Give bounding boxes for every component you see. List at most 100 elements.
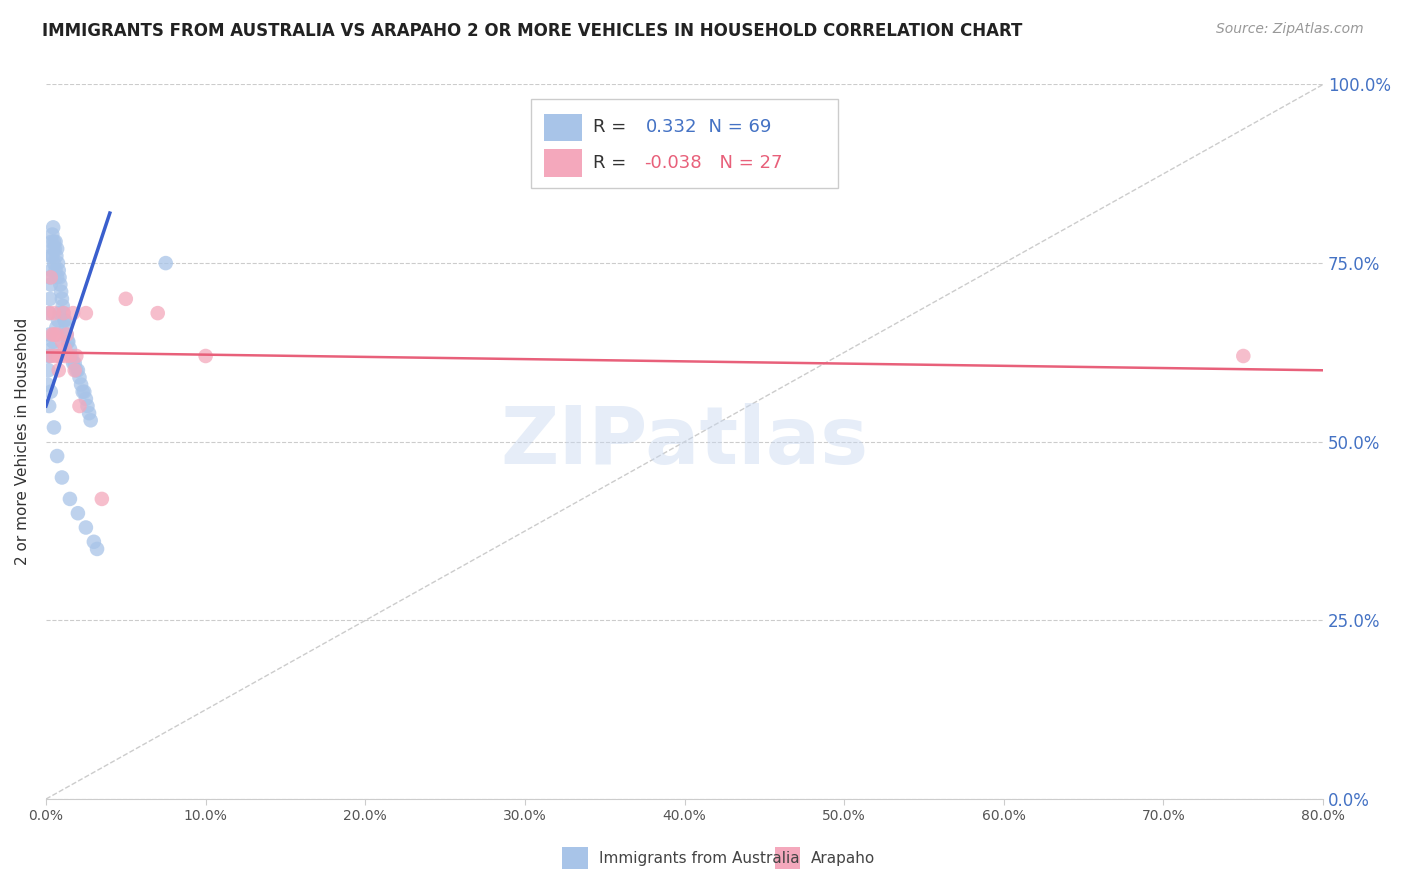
Point (59, 349, 82, 363)
Point (39, 384, 62, 399)
Point (59, 491, 82, 506)
Point (56, 334, 79, 349)
Point (38, 306, 60, 320)
Point (52, 299, 75, 313)
Point (41, 342, 63, 356)
Point (70, 377, 93, 392)
Point (42, 306, 65, 320)
Point (53, 313, 76, 327)
Point (155, 256, 177, 270)
Point (114, 292, 136, 306)
Point (42, 235, 65, 249)
Point (48, 349, 70, 363)
Point (66, 363, 89, 377)
Point (45, 349, 67, 363)
Text: Source: ZipAtlas.com: Source: ZipAtlas.com (1216, 22, 1364, 37)
Point (65, 349, 87, 363)
Point (86, 541, 108, 556)
Point (39, 349, 62, 363)
Point (44, 242, 66, 256)
Point (62, 356, 84, 370)
Bar (562, 847, 588, 869)
Bar (775, 847, 800, 869)
Point (48, 363, 70, 377)
Point (38, 327, 60, 342)
Point (59, 342, 82, 356)
Text: -0.038: -0.038 (644, 154, 702, 172)
Text: R =: R = (592, 154, 631, 172)
Point (1232, 349, 1254, 363)
Point (41, 227, 63, 242)
Bar (544, 150, 582, 177)
Point (48, 270, 70, 285)
Text: N = 69: N = 69 (697, 119, 772, 136)
Point (49, 285, 72, 299)
Point (48, 306, 70, 320)
Text: R =: R = (592, 119, 637, 136)
Text: N = 27: N = 27 (707, 154, 782, 172)
Point (41, 235, 63, 249)
Point (52, 306, 75, 320)
Point (41, 249, 63, 263)
Point (62, 306, 84, 320)
Point (37, 363, 59, 377)
Point (51, 334, 73, 349)
Point (79, 413, 101, 427)
Text: Immigrants from Australia: Immigrants from Australia (599, 851, 800, 865)
Point (75, 306, 97, 320)
Point (63, 356, 86, 370)
Point (42, 334, 65, 349)
Point (75, 392, 97, 406)
Point (194, 349, 217, 363)
Point (48, 263, 70, 277)
Point (38, 306, 60, 320)
Point (38, 399, 60, 413)
Point (46, 313, 69, 327)
Point (146, 306, 169, 320)
Point (42, 256, 65, 270)
Text: 0.332: 0.332 (647, 119, 697, 136)
Point (53, 342, 76, 356)
Point (46, 242, 69, 256)
Point (90, 491, 112, 506)
Point (46, 256, 69, 270)
Point (75, 520, 97, 534)
Point (45, 263, 67, 277)
Point (39, 349, 62, 363)
Point (45, 320, 67, 334)
Point (52, 306, 75, 320)
Point (73, 384, 96, 399)
Point (45, 249, 67, 263)
Point (76, 399, 98, 413)
Point (51, 292, 73, 306)
Point (55, 327, 77, 342)
Point (42, 420, 65, 434)
Point (49, 277, 72, 292)
Text: Arapaho: Arapaho (811, 851, 876, 865)
Point (55, 320, 77, 334)
Point (37, 377, 59, 392)
Point (69, 370, 91, 384)
Point (39, 270, 62, 285)
Point (83, 534, 105, 549)
Point (53, 313, 76, 327)
Text: ZIPatlas: ZIPatlas (501, 403, 869, 481)
Point (55, 327, 77, 342)
Point (41, 327, 63, 342)
Point (39, 292, 62, 306)
Point (39, 249, 62, 263)
Point (46, 270, 69, 285)
Point (69, 399, 91, 413)
Point (65, 363, 87, 377)
Point (77, 406, 100, 420)
Point (39, 270, 62, 285)
Text: IMMIGRANTS FROM AUSTRALIA VS ARAPAHO 2 OR MORE VEHICLES IN HOUSEHOLD CORRELATION: IMMIGRANTS FROM AUSTRALIA VS ARAPAHO 2 O… (42, 22, 1022, 40)
Point (63, 363, 86, 377)
Point (42, 242, 65, 256)
Point (72, 384, 94, 399)
Point (44, 327, 66, 342)
Y-axis label: 2 or more Vehicles in Household: 2 or more Vehicles in Household (15, 318, 30, 566)
Point (46, 327, 69, 342)
Point (41, 263, 63, 277)
Point (46, 449, 69, 463)
